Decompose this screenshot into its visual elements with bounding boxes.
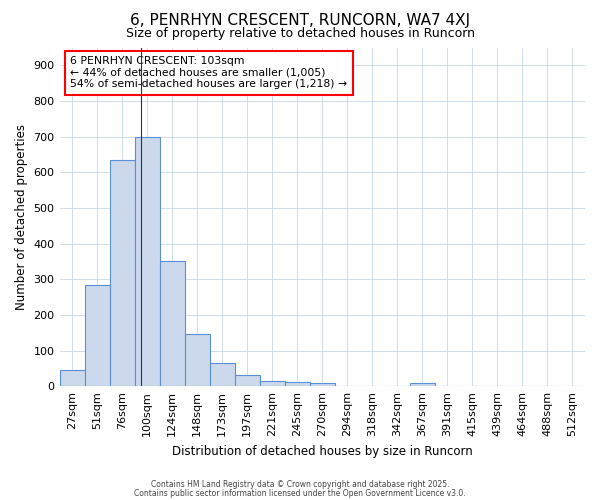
Bar — [410, 384, 435, 386]
Bar — [310, 384, 335, 386]
Bar — [85, 284, 110, 386]
Bar — [160, 262, 185, 386]
Bar — [285, 382, 310, 386]
Bar — [110, 160, 134, 386]
Bar — [209, 363, 235, 386]
Bar — [134, 136, 160, 386]
Text: Contains public sector information licensed under the Open Government Licence v3: Contains public sector information licen… — [134, 488, 466, 498]
Bar — [235, 376, 260, 386]
Text: Contains HM Land Registry data © Crown copyright and database right 2025.: Contains HM Land Registry data © Crown c… — [151, 480, 449, 489]
Bar — [185, 334, 209, 386]
Text: 6 PENRHYN CRESCENT: 103sqm
← 44% of detached houses are smaller (1,005)
54% of s: 6 PENRHYN CRESCENT: 103sqm ← 44% of deta… — [70, 56, 347, 89]
Bar — [59, 370, 85, 386]
Y-axis label: Number of detached properties: Number of detached properties — [15, 124, 28, 310]
Bar — [260, 381, 285, 386]
Text: Size of property relative to detached houses in Runcorn: Size of property relative to detached ho… — [125, 28, 475, 40]
Text: 6, PENRHYN CRESCENT, RUNCORN, WA7 4XJ: 6, PENRHYN CRESCENT, RUNCORN, WA7 4XJ — [130, 12, 470, 28]
X-axis label: Distribution of detached houses by size in Runcorn: Distribution of detached houses by size … — [172, 444, 473, 458]
